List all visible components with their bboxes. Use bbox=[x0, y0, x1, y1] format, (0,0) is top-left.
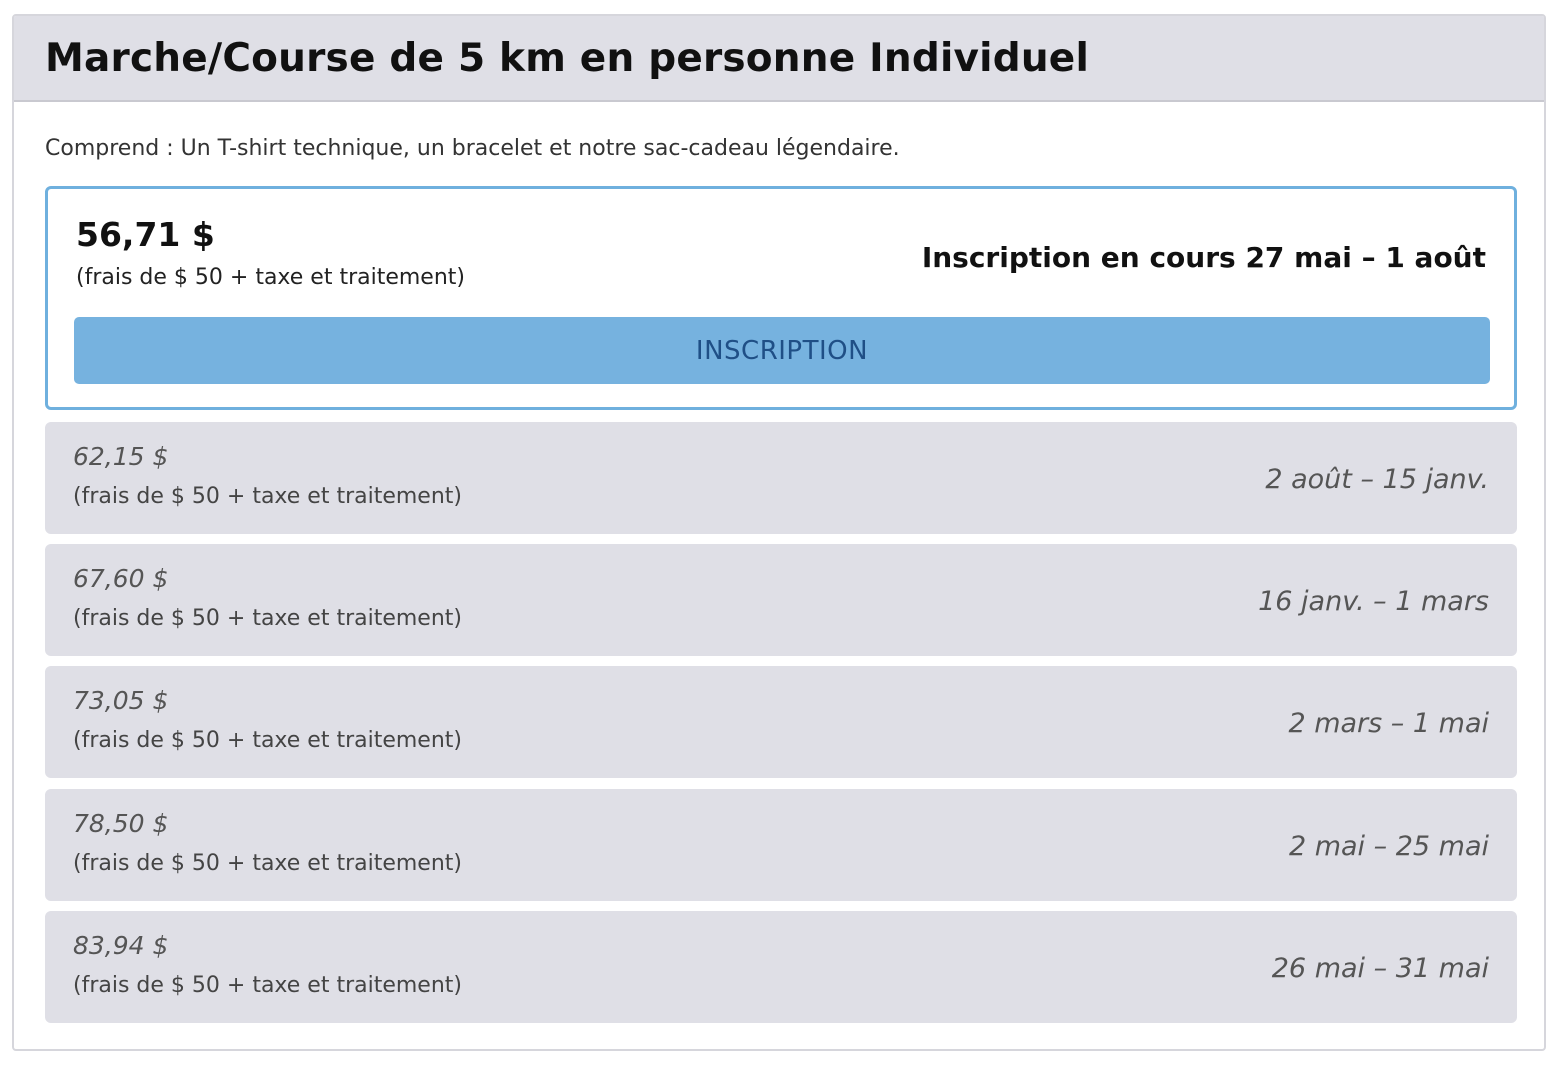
tier-dates: 2 mars – 1 mai bbox=[1288, 708, 1489, 739]
current-price-tier: 56,71 $ (frais de $ 50 + taxe et traitem… bbox=[45, 186, 1517, 410]
tier-dates: 26 mai – 31 mai bbox=[1271, 953, 1489, 984]
future-price-tier: 83,94 $ (frais de $ 50 + taxe et traitem… bbox=[45, 911, 1517, 1023]
tier-fee-note: (frais de $ 50 + taxe et traitement) bbox=[73, 728, 462, 753]
tier-dates: 16 janv. – 1 mars bbox=[1258, 586, 1489, 617]
tier-price: 78,50 $ bbox=[73, 809, 169, 838]
current-registration-dates: Inscription en cours 27 mai – 1 août bbox=[921, 241, 1486, 274]
registration-card: Marche/Course de 5 km en personne Indivi… bbox=[12, 14, 1546, 1051]
tier-fee-note: (frais de $ 50 + taxe et traitement) bbox=[73, 606, 462, 631]
card-header: Marche/Course de 5 km en personne Indivi… bbox=[14, 16, 1544, 102]
future-price-tier: 62,15 $ (frais de $ 50 + taxe et traitem… bbox=[45, 422, 1517, 534]
tier-fee-note: (frais de $ 50 + taxe et traitement) bbox=[73, 851, 462, 876]
tier-price: 62,15 $ bbox=[73, 442, 169, 471]
tier-price: 67,60 $ bbox=[73, 564, 169, 593]
tier-dates: 2 mai – 25 mai bbox=[1288, 831, 1489, 862]
future-price-tier: 73,05 $ (frais de $ 50 + taxe et traitem… bbox=[45, 666, 1517, 778]
card-title: Marche/Course de 5 km en personne Indivi… bbox=[45, 35, 1090, 81]
future-price-tier: 78,50 $ (frais de $ 50 + taxe et traitem… bbox=[45, 789, 1517, 901]
current-fee-note: (frais de $ 50 + taxe et traitement) bbox=[76, 265, 465, 290]
current-price: 56,71 $ bbox=[76, 215, 215, 254]
tier-price: 83,94 $ bbox=[73, 931, 169, 960]
tier-fee-note: (frais de $ 50 + taxe et traitement) bbox=[73, 484, 462, 509]
tier-dates: 2 août – 15 janv. bbox=[1265, 464, 1489, 495]
tier-fee-note: (frais de $ 50 + taxe et traitement) bbox=[73, 973, 462, 998]
future-price-tier: 67,60 $ (frais de $ 50 + taxe et traitem… bbox=[45, 544, 1517, 656]
includes-text: Comprend : Un T-shirt technique, un brac… bbox=[45, 136, 900, 161]
register-button[interactable]: INSCRIPTION bbox=[74, 317, 1490, 384]
tier-price: 73,05 $ bbox=[73, 686, 169, 715]
